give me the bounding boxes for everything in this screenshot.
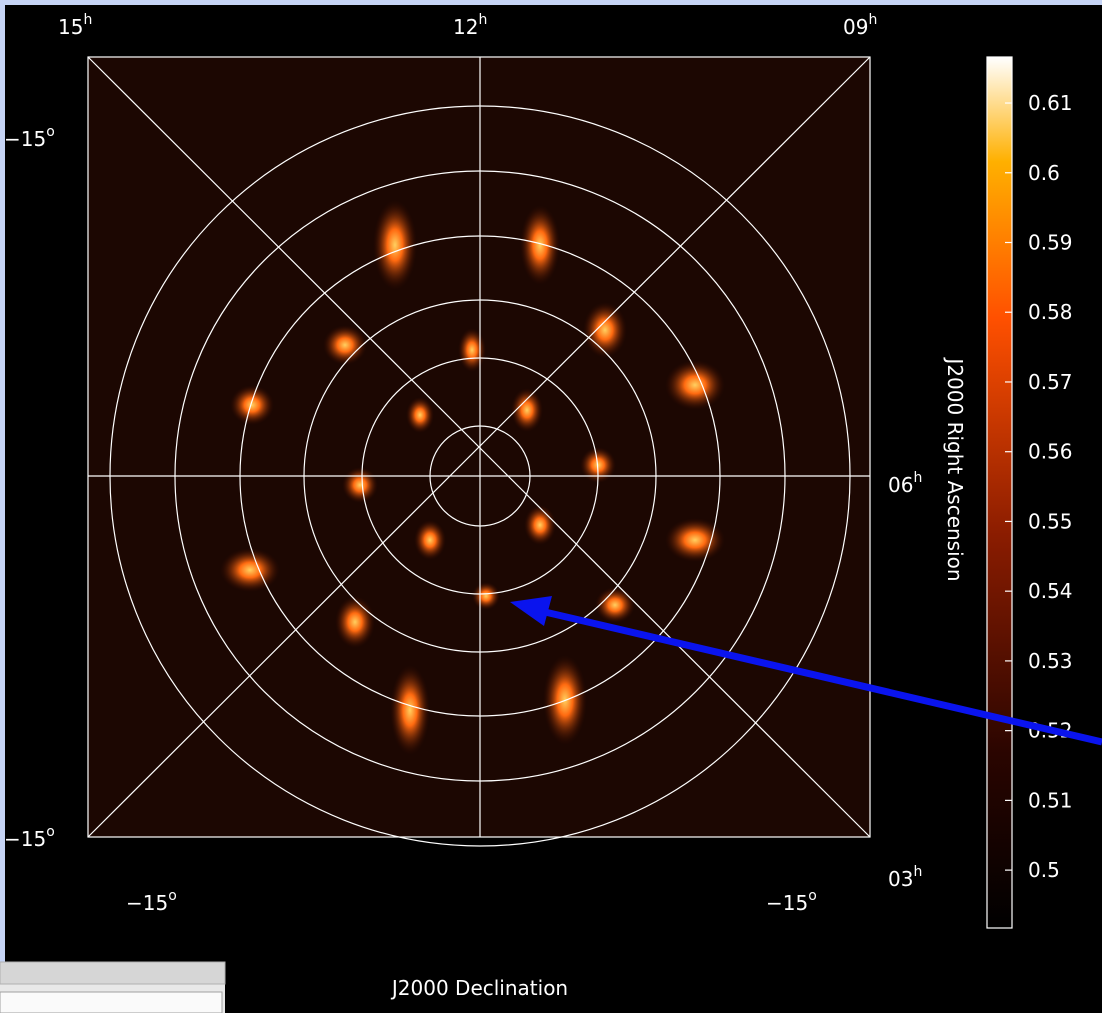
grid-circle [303,299,657,653]
side-widget [0,961,226,1013]
colorbar-tick-label: 0.55 [1028,509,1073,533]
emission-blob [406,397,434,433]
emission-blob [524,505,556,545]
colorbar-scale [986,56,1013,929]
emission-blob [342,467,378,503]
grid-circle [361,357,599,595]
right-tick-label: 06h [888,470,922,497]
colorbar-tick-label: 0.57 [1028,370,1073,394]
emission-blob [323,325,367,365]
emission-blob [230,385,274,425]
coordinate-grid [87,56,871,847]
emission-blob [458,328,486,372]
colorbar-tick-label: 0.58 [1028,300,1073,324]
x-axis-label: J2000 Declination [390,976,568,1000]
colorbar-tick-label: 0.6 [1028,161,1060,185]
image-frame [87,56,871,838]
left-tick-label: −15o [4,124,55,151]
colorbar-tick-label: 0.54 [1028,579,1073,603]
bottom-tick-label: −15o [766,888,817,915]
colorbar: 0.50.510.520.530.540.550.560.570.580.590… [986,56,1073,929]
right-tick-label: 03h [888,864,922,891]
grid-line [87,56,871,838]
bottom-tick-label: −15o [126,888,177,915]
colorbar-tick-label: 0.56 [1028,440,1073,464]
grid-circle [429,425,531,527]
top-tick-label: 09h [843,12,877,39]
top-tick-label: 12h [453,12,487,39]
colorbar-tick-label: 0.5 [1028,858,1060,882]
arrow-shaft [544,608,1102,746]
emission-blob [472,582,500,610]
left-tick-label: −15o [4,824,55,851]
emission-blob [583,302,627,358]
emission-blob [335,596,375,648]
emission-blob [665,518,725,562]
emission-blob [220,548,280,592]
emission-blob [390,665,430,755]
arrow-head [510,596,552,626]
emission-blob [595,587,635,623]
emission-blob [373,200,417,290]
grid-circle [174,170,786,782]
colorbar-tick-label: 0.59 [1028,230,1073,254]
emission-blob [414,520,446,560]
emission-blob [511,388,543,432]
emission-blob [665,360,725,410]
emission-blob [520,205,560,285]
grid-circle [239,235,721,717]
widget-bar [0,961,226,985]
image [87,56,871,847]
annotation-arrow [510,596,1102,746]
colorbar-tick-label: 0.53 [1028,649,1073,673]
colorbar-tick-label: 0.61 [1028,91,1073,115]
widget-field [0,991,223,1013]
top-tick-label: 15h [58,12,92,39]
y-axis-label: J2000 Right Ascension [943,356,967,581]
grid-circle [109,105,851,847]
colorbar-tick-label: 0.51 [1028,788,1073,812]
